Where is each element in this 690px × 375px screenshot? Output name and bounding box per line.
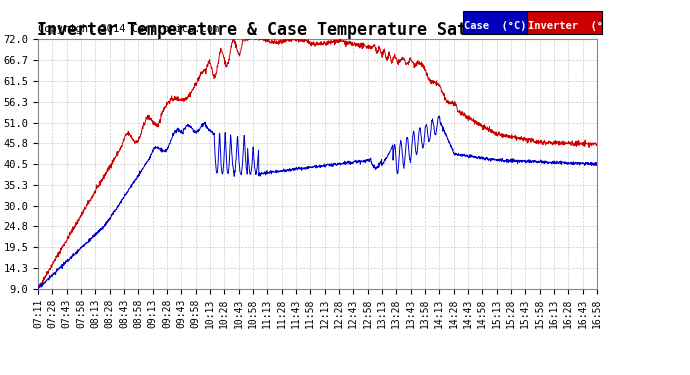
FancyBboxPatch shape: [527, 11, 602, 34]
Text: Copyright 2014 Cartronics.com: Copyright 2014 Cartronics.com: [38, 24, 219, 34]
FancyBboxPatch shape: [463, 11, 527, 34]
Title: Inverter Temperature & Case Temperature Sat Jan 25 17:01: Inverter Temperature & Case Temperature …: [37, 21, 598, 39]
Text: Case  (°C): Case (°C): [464, 21, 526, 31]
Text: Inverter  (°C): Inverter (°C): [528, 21, 615, 31]
